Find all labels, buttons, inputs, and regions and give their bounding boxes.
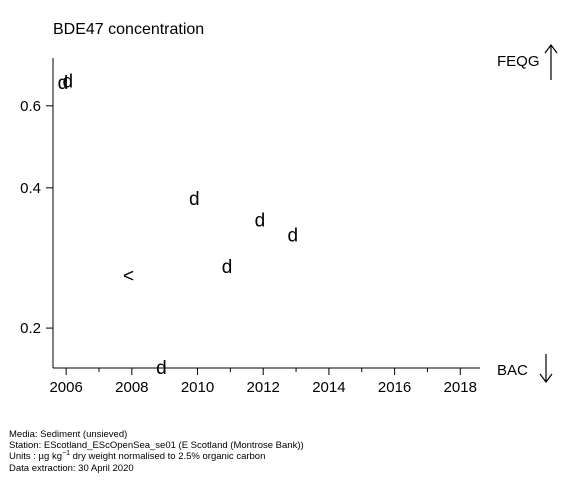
chart-title: BDE47 concentration <box>53 21 204 38</box>
data-point: d <box>62 72 73 93</box>
data-point: d <box>222 257 233 278</box>
x-tick-label: 2008 <box>115 379 148 396</box>
data-point: d <box>156 358 167 379</box>
data-point: d <box>255 211 266 232</box>
footer-media: Media: Sediment (unsieved) <box>9 429 128 440</box>
axis-ticks: 2006 2008 2010 2012 2014 2016 2018 0.2 0.4 0.6 <box>20 98 477 396</box>
reference-labels: FEQG BAC <box>497 44 558 383</box>
chart-footer: Media: Sediment (unsieved) Station: ESco… <box>9 429 304 474</box>
data-point: d <box>287 225 298 246</box>
footer-station: Station: EScotland_EScOpenSea_se01 (E Sc… <box>9 440 304 452</box>
data-point: d <box>189 189 200 210</box>
x-tick-label: 2010 <box>181 379 214 396</box>
x-tick-label: 2012 <box>247 379 280 396</box>
x-tick-label: 2014 <box>312 379 345 396</box>
footer-extraction: Data extraction: 30 April 2020 <box>9 462 134 474</box>
up-arrow-icon <box>544 44 558 80</box>
x-tick-label: 2018 <box>444 379 477 396</box>
x-tick-label: 2016 <box>378 379 411 396</box>
x-tick-label: 2006 <box>49 379 82 396</box>
footer-units: Units : µg kg−1 dry weight normalised to… <box>9 450 304 463</box>
data-point: d <box>58 73 69 94</box>
bac-label: BAC <box>497 362 528 379</box>
y-tick-label: 0.6 <box>20 98 41 115</box>
down-arrow-icon <box>539 354 553 383</box>
y-tick-label: 0.2 <box>20 320 41 337</box>
footer-units-suffix: dry weight normalised to 2.5% organic ca… <box>69 451 266 463</box>
y-tick-label: 0.4 <box>20 180 41 197</box>
feqg-label: FEQG <box>497 53 540 70</box>
footer-units-exponent: −1 <box>62 450 70 458</box>
data-point: < <box>123 266 134 287</box>
footer-units-prefix: Units : µg kg <box>9 451 62 463</box>
